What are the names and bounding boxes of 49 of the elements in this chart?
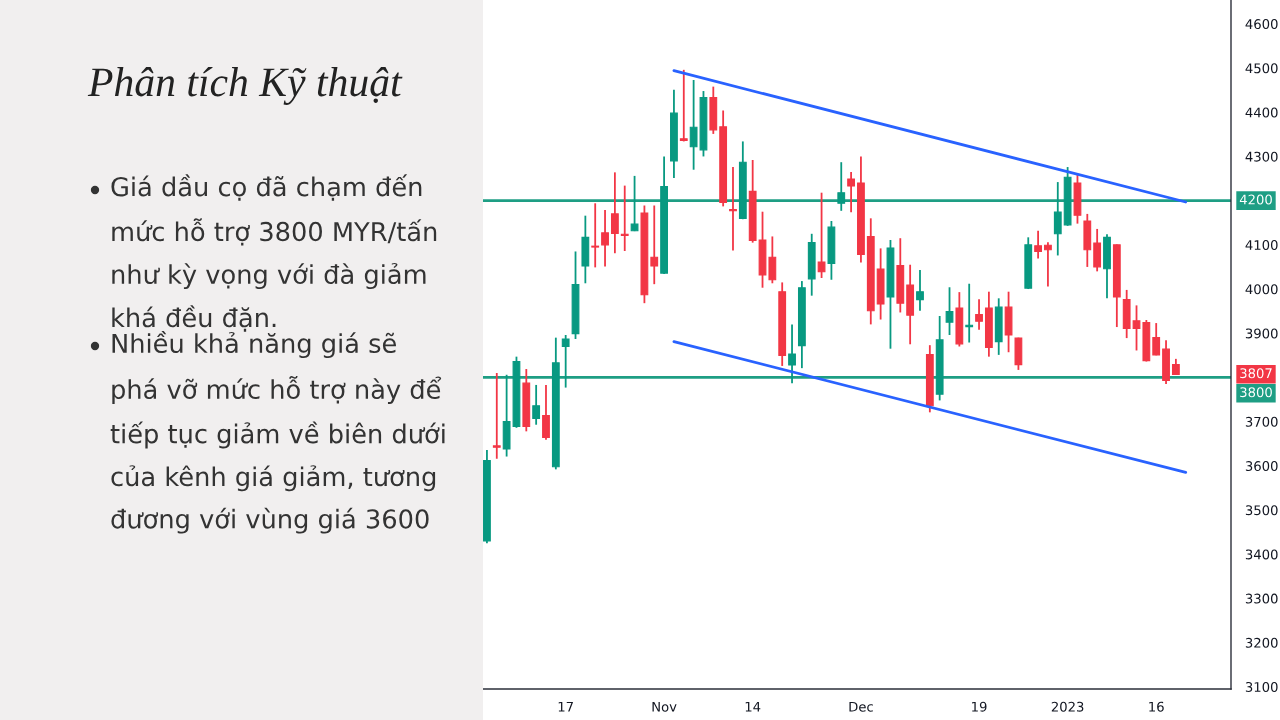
candlestick	[1093, 228, 1102, 273]
candlestick	[916, 269, 924, 312]
candlestick	[561, 334, 570, 389]
y-tick-label: 4500	[1245, 63, 1278, 74]
candlestick	[1053, 181, 1062, 257]
text: Giá dầu cọ đã chạm đến mức hỗ trợ 3800 MYR/tấn như kỳ vọng với đà giảm khá đều đặn.	[111, 174, 437, 332]
x-tick-label: 14	[745, 701, 761, 712]
x-tick-label: Dec	[849, 701, 873, 712]
y-tick-label: 3400	[1245, 549, 1278, 560]
x-tick-label: Nov	[652, 701, 677, 712]
y-tick-label: 4100	[1245, 240, 1278, 251]
y-tick-label: 3700	[1245, 416, 1278, 427]
candlestick	[492, 372, 501, 460]
text: Nhiều khả năng giá sẽ phá vỡ mức hỗ trợ này để tiếp tục giảm về biên dưới của kênh giá giảm, tương đương với vùng giá 3600	[110, 331, 445, 534]
candlestick	[837, 161, 846, 212]
candlestick	[788, 323, 796, 385]
text: Phân tích Kỹ thuật	[87, 67, 403, 105]
candlestick	[601, 209, 609, 268]
x-tick-label: 19	[972, 701, 987, 712]
x-tick-label: 17	[558, 701, 573, 712]
candlestick	[945, 286, 954, 336]
ref-line-label: 3800	[1240, 387, 1272, 398]
y-tick-label: 4600	[1245, 19, 1278, 30]
y-tick-label: 3100	[1245, 682, 1278, 692]
y-tick-label: 4300	[1245, 151, 1278, 162]
candlestick	[1044, 241, 1052, 288]
candlestick	[1152, 322, 1161, 357]
candlestick	[1034, 229, 1042, 260]
candlestick	[650, 204, 659, 286]
text: 3807	[1240, 368, 1272, 379]
y-tick-label: 3500	[1245, 505, 1278, 516]
ref-line-label: 4200	[1239, 194, 1272, 205]
y-tick-label: 3900	[1245, 328, 1278, 339]
y-tick-label: 3600	[1245, 461, 1278, 472]
candlestick	[975, 298, 983, 331]
candlestick	[542, 384, 550, 441]
x-tick-label: 2023	[1051, 701, 1084, 712]
candlestick	[679, 68, 688, 143]
y-tick-label: 3200	[1245, 637, 1278, 648]
y-tick-label: 4400	[1245, 107, 1278, 118]
candlestick	[630, 174, 639, 233]
candlestick	[817, 191, 826, 279]
y-tick-label: 3300	[1245, 593, 1278, 604]
candlestick	[532, 384, 541, 426]
candlestick	[610, 171, 619, 255]
candlestick	[847, 171, 855, 214]
y-tick-label: 4000	[1245, 284, 1278, 295]
candlestick	[591, 202, 600, 269]
x-tick-label: 16	[1149, 701, 1164, 712]
